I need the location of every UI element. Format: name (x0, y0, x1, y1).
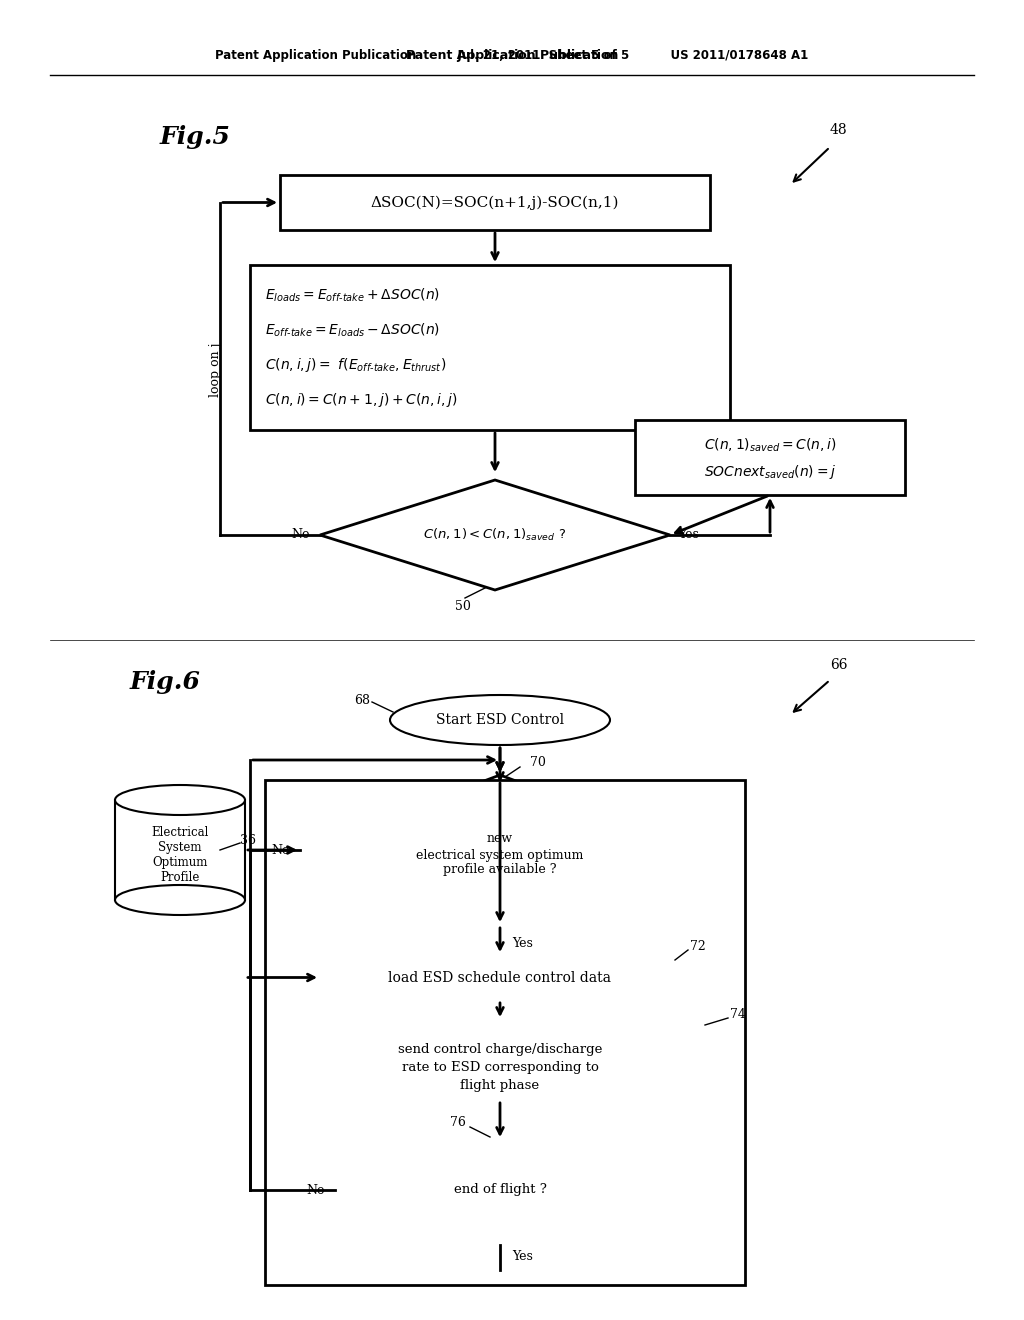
Text: 70: 70 (530, 756, 546, 770)
Text: electrical system optimum: electrical system optimum (417, 849, 584, 862)
Polygon shape (319, 480, 670, 590)
Text: 36: 36 (240, 833, 256, 846)
Text: Patent Application Publication          Jul. 21, 2011  Sheet 5 of 5          US : Patent Application Publication Jul. 21, … (215, 49, 809, 62)
Text: flight phase: flight phase (461, 1080, 540, 1093)
Text: Yes: Yes (512, 937, 532, 950)
Text: $SOCnext_{saved}(n)=j$: $SOCnext_{saved}(n)=j$ (703, 463, 837, 480)
Text: Patent Application Publication: Patent Application Publication (406, 49, 618, 62)
Text: $E_{off\text{-}take}=E_{loads}-\Delta SOC(n)$: $E_{off\text{-}take}=E_{loads}-\Delta SO… (265, 321, 440, 339)
Text: send control charge/discharge: send control charge/discharge (397, 1044, 602, 1056)
Bar (280, 176, 710, 230)
Text: Yes: Yes (678, 528, 698, 541)
Text: $E_{loads}=E_{off\text{-}take}+\Delta SOC(n)$: $E_{loads}=E_{off\text{-}take}+\Delta SO… (265, 286, 440, 304)
Text: No: No (271, 843, 290, 857)
Text: 48: 48 (830, 123, 848, 137)
Text: $C(n,i)=C(n+1,j)+C(n,i,j)$: $C(n,i)=C(n+1,j)+C(n,i,j)$ (265, 391, 458, 409)
Text: $C(n,1)<C(n,1)_{saved}\ ?$: $C(n,1)<C(n,1)_{saved}\ ?$ (424, 527, 566, 543)
Ellipse shape (115, 884, 245, 915)
Text: $C(n,i,j)=\ f(E_{off\text{-}take},E_{thrust})$: $C(n,i,j)=\ f(E_{off\text{-}take},E_{thr… (265, 356, 446, 374)
Text: profile available ?: profile available ? (443, 863, 557, 876)
Text: 50: 50 (455, 601, 471, 612)
Text: end of flight ?: end of flight ? (454, 1184, 547, 1196)
Bar (319, 954, 680, 1001)
Polygon shape (280, 1020, 720, 1100)
Text: Fig.5: Fig.5 (160, 125, 230, 149)
Bar (250, 265, 730, 430)
Text: new: new (487, 832, 513, 845)
Text: Fig.6: Fig.6 (130, 671, 201, 694)
Polygon shape (335, 1135, 665, 1245)
Text: 76: 76 (450, 1117, 466, 1130)
Ellipse shape (115, 785, 245, 814)
Text: No: No (306, 1184, 325, 1196)
Text: 74: 74 (730, 1008, 745, 1022)
Bar (115, 800, 245, 900)
Text: Start ESD Control: Start ESD Control (436, 713, 564, 727)
Text: Yes: Yes (512, 1250, 532, 1263)
Bar (635, 420, 905, 495)
Text: No: No (292, 528, 310, 541)
Text: loop on j: loop on j (209, 343, 221, 397)
Text: 68: 68 (354, 693, 370, 706)
Bar (265, 780, 745, 1284)
Text: rate to ESD corresponding to: rate to ESD corresponding to (401, 1061, 598, 1074)
Text: load ESD schedule control data: load ESD schedule control data (388, 970, 611, 985)
Polygon shape (300, 775, 700, 925)
Ellipse shape (390, 696, 610, 744)
Text: 72: 72 (690, 940, 706, 953)
Text: ΔSOC(N)=SOC(n+1,j)-SOC(n,1): ΔSOC(N)=SOC(n+1,j)-SOC(n,1) (371, 195, 620, 210)
Text: $C(n,1)_{saved}=C(n,i)$: $C(n,1)_{saved}=C(n,i)$ (703, 437, 837, 454)
Text: 66: 66 (830, 657, 848, 672)
Text: Electrical
System
Optimum
Profile: Electrical System Optimum Profile (152, 826, 209, 884)
